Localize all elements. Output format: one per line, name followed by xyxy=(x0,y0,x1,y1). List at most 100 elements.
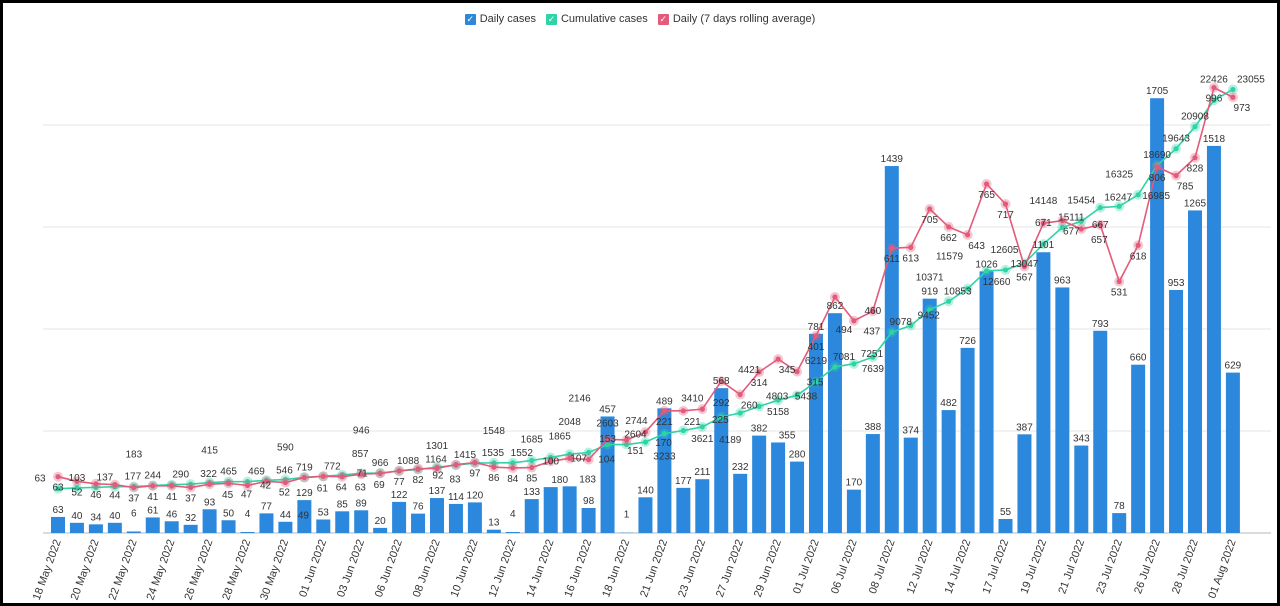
x-tick-label: 21 Jul 2022 xyxy=(1056,538,1087,596)
bar-daily-cases xyxy=(1131,364,1146,533)
rolling-average-value-label: 717 xyxy=(997,210,1014,221)
rolling-average-marker xyxy=(965,232,971,238)
rolling-average-marker xyxy=(586,457,592,463)
rolling-average-marker xyxy=(794,369,800,375)
cumulative-value-label: 22426 xyxy=(1200,74,1228,85)
bar-daily-cases xyxy=(733,473,748,533)
x-tick-label: 19 Jul 2022 xyxy=(1018,538,1049,596)
cumulative-value-label: 1535 xyxy=(482,448,505,459)
rolling-average-marker xyxy=(1173,173,1179,179)
bar-daily-cases xyxy=(676,487,691,533)
bar-value-label: 1026 xyxy=(975,259,998,270)
bar-daily-cases xyxy=(1225,372,1240,533)
rolling-average-value-label: 996 xyxy=(1206,94,1223,105)
bar-daily-cases xyxy=(51,516,65,533)
cumulative-value-label: 2744 xyxy=(625,416,648,427)
rolling-average-value-label: 460 xyxy=(865,306,882,317)
rolling-average-value-label: 345 xyxy=(779,365,796,376)
bar-daily-cases xyxy=(69,522,84,533)
cumulative-value-label: 7081 xyxy=(833,352,856,363)
bar-daily-cases xyxy=(297,500,312,533)
legend-item-cumulative-cases[interactable]: ✓ Cumulative cases xyxy=(545,13,648,25)
cumulative-marker xyxy=(927,307,933,313)
rolling-average-value-label: 52 xyxy=(71,487,83,498)
rolling-average-marker xyxy=(1211,85,1217,91)
cumulative-value-label: 2146 xyxy=(568,393,591,404)
rolling-average-marker xyxy=(567,455,573,461)
cumulative-value-label: 4189 xyxy=(719,435,742,446)
checkbox-icon[interactable]: ✓ xyxy=(657,13,669,25)
rolling-average-value-label: 671 xyxy=(1035,218,1052,229)
rolling-average-value-label: 107 xyxy=(570,453,587,464)
legend-item-daily-cases[interactable]: ✓ Daily cases xyxy=(464,13,536,25)
bar-value-label: 919 xyxy=(921,287,938,298)
checkbox-icon[interactable]: ✓ xyxy=(464,13,476,25)
x-tick-label: 23 Jun 2022 xyxy=(676,538,708,599)
bar-value-label: 781 xyxy=(808,322,825,333)
x-tick-label: 23 Jul 2022 xyxy=(1094,538,1125,596)
cumulative-value-label: 1685 xyxy=(521,435,544,446)
legend-item-rolling-average[interactable]: ✓ Daily (7 days rolling average) xyxy=(657,13,815,25)
bar-value-label: 76 xyxy=(412,502,424,513)
bar-daily-cases xyxy=(1188,210,1202,534)
rolling-average-marker xyxy=(131,484,137,491)
rolling-average-value-label: 63 xyxy=(52,483,64,494)
rolling-average-marker xyxy=(737,391,743,398)
rolling-average-value-label: 401 xyxy=(808,342,825,353)
bar-value-label: 114 xyxy=(448,492,464,503)
rolling-average-marker xyxy=(813,333,819,339)
cumulative-marker xyxy=(851,361,857,367)
legend: ✓ Daily cases ✓ Cumulative cases ✓ Daily… xyxy=(3,13,1277,25)
legend-label: Daily cases xyxy=(479,13,536,25)
cumulative-value-label: 857 xyxy=(352,449,369,460)
bar-daily-cases xyxy=(903,437,918,533)
bar-daily-cases xyxy=(145,517,160,533)
rolling-average-marker xyxy=(1135,242,1141,248)
rolling-average-marker xyxy=(415,466,421,472)
cumulative-marker xyxy=(529,457,535,464)
bar-daily-cases xyxy=(581,508,596,533)
bar-daily-cases xyxy=(354,510,369,533)
rolling-average-value-label: 47 xyxy=(241,489,253,500)
checkbox-icon[interactable]: ✓ xyxy=(545,13,557,25)
bar-value-label: 78 xyxy=(1114,501,1126,512)
bar-value-label: 629 xyxy=(1225,361,1242,372)
cumulative-value-label: 5158 xyxy=(767,407,790,418)
rolling-average-value-label: 69 xyxy=(374,480,386,491)
rolling-average-marker xyxy=(301,474,307,481)
bar-value-label: 44 xyxy=(280,510,292,521)
bar-value-label: 20 xyxy=(375,516,387,527)
cumulative-marker xyxy=(832,364,838,370)
bar-daily-cases xyxy=(884,166,899,533)
bar-value-label: 1265 xyxy=(1184,198,1207,209)
cumulative-value-label: 290 xyxy=(172,470,189,481)
rolling-average-value-label: 41 xyxy=(166,492,178,503)
cumulative-value-label: 1301 xyxy=(426,441,449,452)
cumulative-value-label: 16247 xyxy=(1104,193,1132,204)
bar-value-label: 61 xyxy=(147,505,159,516)
x-tick-label: 20 May 2022 xyxy=(69,538,102,602)
cumulative-value-label: 9078 xyxy=(890,317,913,328)
bar-value-label: 4 xyxy=(510,509,516,520)
rolling-average-marker xyxy=(775,356,781,362)
cumulative-marker xyxy=(1230,86,1236,93)
rolling-average-value-label: 677 xyxy=(1063,227,1080,238)
rolling-average-value-label: 705 xyxy=(921,215,938,226)
bar-value-label: 211 xyxy=(694,467,710,478)
bar-daily-cases xyxy=(316,519,331,533)
bar-value-label: 660 xyxy=(1130,353,1147,364)
rolling-average-marker xyxy=(396,468,402,474)
rolling-average-marker xyxy=(207,481,213,487)
bar-value-label: 32 xyxy=(185,513,197,524)
bar-value-label: 53 xyxy=(318,507,330,518)
cumulative-value-label: 590 xyxy=(277,443,294,454)
cumulative-marker xyxy=(74,485,80,491)
cumulative-value-label: 12660 xyxy=(983,277,1011,288)
bar-daily-cases xyxy=(240,531,255,533)
rolling-average-value-label: 611 xyxy=(884,254,900,265)
rolling-average-marker xyxy=(889,245,895,251)
cumulative-marker xyxy=(889,329,895,335)
rolling-average-value-label: 104 xyxy=(598,455,615,466)
bar-value-label: 34 xyxy=(90,512,102,523)
bar-daily-cases xyxy=(979,271,994,533)
